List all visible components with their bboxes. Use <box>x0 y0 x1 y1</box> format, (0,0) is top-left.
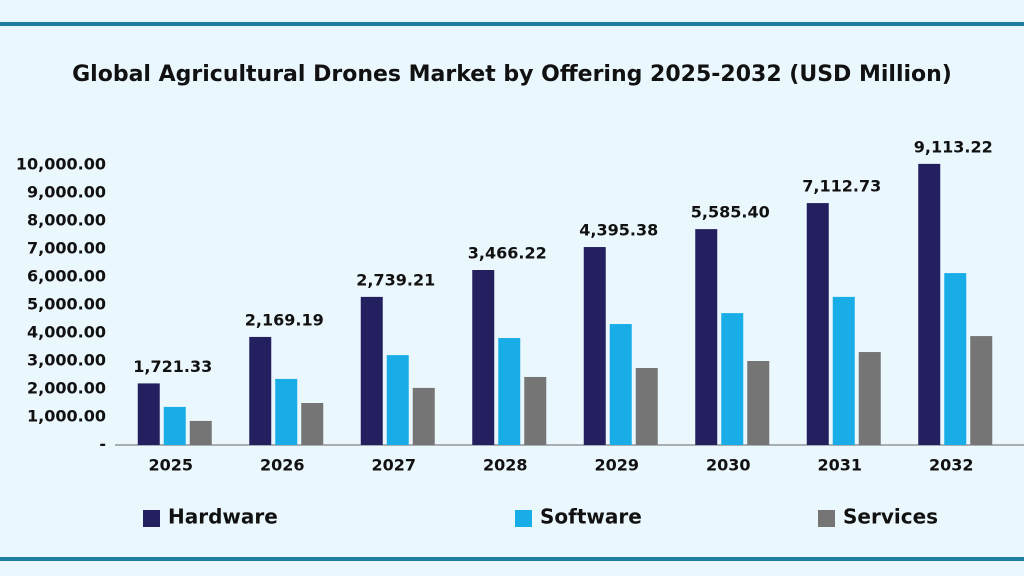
chart-title: Global Agricultural Drones Market by Off… <box>72 62 952 87</box>
y-tick-label: 6,000.00 <box>27 267 106 286</box>
bottom-rule <box>0 557 1024 561</box>
annotation: 1,721.33 <box>133 357 212 376</box>
bar <box>583 247 606 445</box>
y-tick-label: 1,000.00 <box>27 407 106 426</box>
bar <box>918 163 941 445</box>
annotation: 3,466.22 <box>468 244 547 263</box>
bar <box>970 336 993 445</box>
annotation: 5,585.40 <box>691 203 770 222</box>
y-tick-label: 10,000.00 <box>16 155 106 174</box>
bar <box>163 406 186 445</box>
y-tick-label: 7,000.00 <box>27 239 106 258</box>
annotation: 9,113.22 <box>914 137 993 156</box>
bar <box>249 336 272 445</box>
bar <box>832 296 855 445</box>
legend-label: Services <box>843 505 938 529</box>
bar <box>472 270 495 445</box>
bar <box>412 387 435 445</box>
x-tick-label: 2029 <box>594 456 639 475</box>
bar <box>498 338 521 445</box>
bar <box>301 403 324 445</box>
bar <box>189 420 212 445</box>
y-tick-label: 4,000.00 <box>27 323 106 342</box>
legend-label: Software <box>540 505 642 529</box>
annotation: 7,112.73 <box>802 177 881 196</box>
x-tick-label: 2025 <box>148 456 193 475</box>
x-tick-label: 2030 <box>706 456 751 475</box>
x-tick-label: 2032 <box>929 456 974 475</box>
y-tick-label: - <box>99 435 106 454</box>
bar <box>275 378 298 445</box>
bar <box>137 383 160 445</box>
bar <box>806 203 829 445</box>
y-tick-label: 3,000.00 <box>27 351 106 370</box>
annotation: 2,169.19 <box>245 310 324 329</box>
x-tick-label: 2027 <box>371 456 416 475</box>
bar <box>360 296 383 445</box>
bar <box>721 313 744 445</box>
bar <box>635 368 658 445</box>
x-tick-label: 2031 <box>817 456 862 475</box>
y-tick-label: 8,000.00 <box>27 211 106 230</box>
bar <box>524 376 547 445</box>
legend-swatch <box>143 510 160 527</box>
annotation: 2,739.21 <box>356 270 435 289</box>
bar <box>944 273 967 445</box>
top-rule <box>0 22 1024 26</box>
y-tick-label: 5,000.00 <box>27 295 106 314</box>
legend-label: Hardware <box>168 505 278 529</box>
legend-swatch <box>515 510 532 527</box>
bar <box>609 324 632 445</box>
y-tick-label: 2,000.00 <box>27 379 106 398</box>
bar <box>858 352 881 445</box>
bar <box>386 355 409 445</box>
legend-swatch <box>818 510 835 527</box>
x-tick-label: 2028 <box>483 456 528 475</box>
annotation: 4,395.38 <box>579 221 658 240</box>
y-tick-label: 9,000.00 <box>27 183 106 202</box>
bar <box>695 229 718 445</box>
x-tick-label: 2026 <box>260 456 305 475</box>
bar <box>747 361 770 445</box>
